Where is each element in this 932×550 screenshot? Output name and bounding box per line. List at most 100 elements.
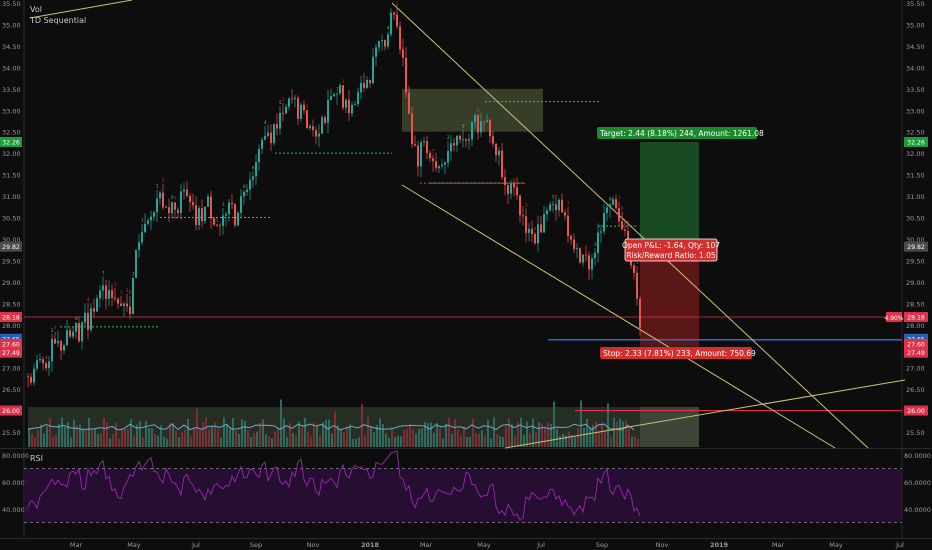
volume-bar: [502, 436, 504, 447]
target-label[interactable]: Target: 2.44 (8.18%) 244, Amount: 1261.0…: [597, 127, 764, 139]
volume-bar: [253, 433, 255, 447]
candle-body: [231, 202, 233, 205]
legend-vol[interactable]: Vol: [30, 5, 42, 14]
volume-bar: [538, 422, 540, 447]
stop-zone[interactable]: [640, 246, 699, 347]
volume-bar: [268, 436, 270, 447]
volume-bar: [373, 432, 375, 447]
volume-bar: [499, 436, 501, 447]
target-zone[interactable]: [640, 141, 699, 247]
candle-body: [69, 330, 71, 337]
td-count-label: 7: [54, 326, 57, 331]
candle-body: [87, 312, 89, 330]
candle-body: [333, 94, 335, 97]
trendlines[interactable]: [29, 0, 906, 449]
candle-body: [396, 14, 398, 27]
volume-bar: [274, 431, 276, 447]
price-tick-left: 34.00: [2, 64, 21, 72]
volume-bar: [64, 426, 66, 447]
price-badge-left-text: 28.18: [2, 315, 20, 322]
candle-body: [291, 98, 293, 100]
candle-body: [36, 360, 38, 369]
candle-body: [213, 218, 215, 225]
price-badge-left-text: 32.26: [2, 139, 20, 146]
volume-bar: [304, 417, 306, 447]
candle-body: [282, 112, 284, 114]
volume-bar: [292, 432, 294, 447]
volume-bar: [481, 430, 483, 447]
price-badge-left: [0, 241, 22, 252]
volume-bar: [88, 417, 90, 447]
volume-bar: [607, 403, 609, 447]
td-count-label: 6: [75, 316, 78, 321]
volume-bar: [394, 437, 396, 447]
volume-zone: [640, 407, 699, 447]
time-label: Mar: [772, 541, 785, 549]
candle-body: [63, 345, 65, 351]
volume-bar: [298, 421, 300, 447]
candle-body: [579, 248, 581, 263]
candle-body: [147, 220, 149, 224]
upper-trendline[interactable]: [391, 2, 869, 449]
candle-body: [570, 236, 572, 240]
candle-body: [165, 207, 167, 209]
price-badge-left-text: 26.00: [2, 408, 20, 415]
rsi-tick-left: 60.0000: [2, 479, 29, 487]
volume-bar: [82, 429, 84, 447]
volume-bar: [490, 438, 492, 447]
volume-bar: [259, 422, 261, 447]
price-badge-left-text: 27.49: [2, 350, 20, 357]
volume-bar: [367, 417, 369, 447]
price-pane[interactable]: [24, 0, 902, 448]
volume-bar: [61, 417, 63, 447]
top-left-trendline[interactable]: [29, 0, 133, 19]
volume-bar: [601, 422, 603, 447]
volume-bar: [178, 437, 180, 447]
price-badge-left: [0, 333, 22, 344]
volume-bar: [508, 418, 510, 447]
candle-body: [60, 340, 62, 351]
candle-body: [498, 150, 500, 156]
price-badge-right: [904, 338, 928, 349]
volume-bar: [598, 431, 600, 447]
volume-bar: [187, 419, 189, 447]
candle-body: [504, 177, 506, 186]
price-badge-left-text: 29.82: [2, 244, 20, 251]
volume-bar: [130, 419, 132, 447]
rsi-tick-left: 40.0000: [2, 506, 29, 514]
volume-bar: [37, 429, 39, 447]
candle-body: [45, 363, 47, 369]
candle-body: [51, 338, 53, 362]
candle-body: [135, 250, 137, 278]
rising-trendline[interactable]: [504, 379, 906, 449]
pnl-label[interactable]: Open P&L: -1.64, Qty: 107 Risk/Reward Ra…: [622, 238, 720, 262]
volume-bar: [433, 432, 435, 447]
td-count-label: 4: [387, 25, 390, 30]
legend-rsi[interactable]: RSI: [30, 454, 43, 463]
volume-bar: [271, 438, 273, 447]
candle-body: [195, 205, 197, 225]
volume-bar: [211, 426, 213, 447]
candle-body: [99, 290, 101, 299]
td-count-label: 4: [87, 297, 90, 302]
volume-bar: [229, 427, 231, 447]
candle-body: [120, 303, 122, 306]
candle-body: [297, 98, 299, 119]
volume-bar: [118, 438, 120, 447]
candle-body: [366, 79, 368, 88]
td-count-label: 5: [462, 124, 465, 129]
price-badge-right-text: 29.82: [907, 244, 925, 251]
volume-bar: [238, 433, 240, 447]
price-tick-left: 35.50: [2, 0, 21, 8]
volume-bar: [514, 436, 516, 447]
stop-label[interactable]: Stop: 2.33 (7.81%) 233, Amount: 750.69: [600, 347, 756, 359]
legend-td-sequential[interactable]: TD Sequential: [29, 16, 86, 25]
price-tick-right: 34.50: [906, 43, 925, 51]
candle-body: [372, 56, 374, 84]
candle-body: [198, 208, 200, 225]
candle-body: [33, 368, 35, 383]
volume-bar: [571, 435, 573, 447]
volume-bar: [226, 424, 228, 447]
time-label: 2018: [361, 541, 380, 549]
